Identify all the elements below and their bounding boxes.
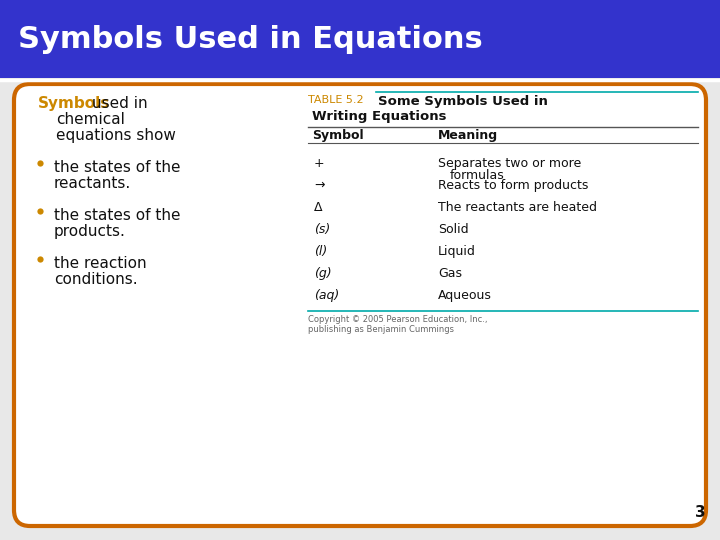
Text: Some Symbols Used in: Some Symbols Used in: [378, 95, 548, 108]
Text: 3: 3: [696, 505, 706, 520]
Text: equations show: equations show: [56, 128, 176, 143]
Text: Gas: Gas: [438, 267, 462, 280]
Text: (s): (s): [314, 223, 330, 236]
Text: reactants.: reactants.: [54, 176, 131, 191]
Text: Aqueous: Aqueous: [438, 289, 492, 302]
Text: the states of the: the states of the: [54, 160, 181, 175]
Text: Symbols: Symbols: [38, 96, 110, 111]
Text: the reaction: the reaction: [54, 256, 147, 271]
Text: Symbol: Symbol: [312, 129, 364, 142]
Text: Δ: Δ: [314, 201, 323, 214]
Text: (aq): (aq): [314, 289, 339, 302]
Text: Writing Equations: Writing Equations: [312, 110, 446, 123]
Text: Liquid: Liquid: [438, 245, 476, 258]
Text: TABLE 5.2: TABLE 5.2: [308, 95, 364, 105]
Text: chemical: chemical: [56, 112, 125, 127]
FancyBboxPatch shape: [14, 84, 706, 526]
Text: (l): (l): [314, 245, 328, 258]
Text: Symbols Used in Equations: Symbols Used in Equations: [18, 24, 482, 53]
Text: →: →: [314, 179, 325, 192]
Text: (g): (g): [314, 267, 332, 280]
Text: the states of the: the states of the: [54, 208, 181, 223]
Text: formulas: formulas: [450, 169, 505, 182]
Text: used in: used in: [92, 96, 148, 111]
Text: The reactants are heated: The reactants are heated: [438, 201, 597, 214]
Text: Reacts to form products: Reacts to form products: [438, 179, 588, 192]
Text: Solid: Solid: [438, 223, 469, 236]
Text: Copyright © 2005 Pearson Education, Inc.,
publishing as Benjamin Cummings: Copyright © 2005 Pearson Education, Inc.…: [308, 315, 487, 334]
Text: Separates two or more: Separates two or more: [438, 157, 581, 170]
Polygon shape: [0, 0, 720, 78]
Text: +: +: [314, 157, 325, 170]
Text: conditions.: conditions.: [54, 272, 138, 287]
Text: Meaning: Meaning: [438, 129, 498, 142]
Text: products.: products.: [54, 224, 126, 239]
